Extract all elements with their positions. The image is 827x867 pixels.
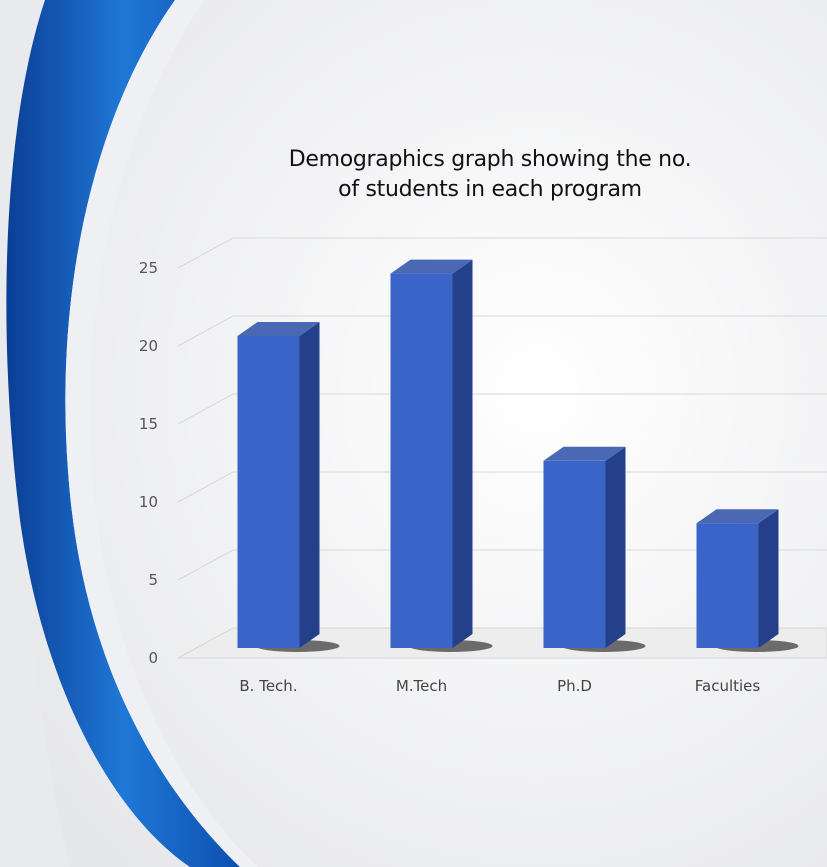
bar-side xyxy=(605,446,626,648)
bar-top xyxy=(696,509,779,524)
y-tick-label: 20 xyxy=(139,337,158,355)
gridline xyxy=(177,315,827,347)
gridline xyxy=(177,627,827,659)
x-category-label: B. Tech. xyxy=(239,677,297,695)
bar xyxy=(390,259,493,652)
gridline xyxy=(177,237,827,269)
chart-title-line-1: Demographics graph showing the no. xyxy=(288,147,692,172)
x-axis: B. Tech. M.Tech Ph.D Faculties xyxy=(239,677,760,695)
bars xyxy=(237,259,799,652)
bar xyxy=(696,509,799,652)
gridline xyxy=(177,393,827,425)
gridlines xyxy=(177,237,827,659)
y-tick-label: 25 xyxy=(139,259,158,277)
bar-top xyxy=(543,446,626,461)
bar-front xyxy=(696,523,759,648)
chart-title: Demographics graph showing the no. of st… xyxy=(240,145,740,205)
bar xyxy=(237,322,340,652)
x-category-label: Ph.D xyxy=(557,677,592,695)
y-tick-label: 15 xyxy=(139,415,158,433)
bar-front xyxy=(390,273,453,648)
bar-top xyxy=(237,322,320,336)
bar-top xyxy=(390,259,473,274)
bar xyxy=(543,446,646,652)
bar-front xyxy=(543,460,606,648)
y-axis: 0 5 10 15 20 25 xyxy=(139,259,158,667)
y-tick-label: 0 xyxy=(148,649,158,667)
chart-title-line-2: of students in each program xyxy=(338,177,642,202)
x-category-label: M.Tech xyxy=(396,677,447,695)
gridline xyxy=(177,471,827,503)
bar-side xyxy=(299,322,320,648)
bar-side xyxy=(452,259,473,648)
x-category-label: Faculties xyxy=(695,677,761,695)
bar-side xyxy=(758,509,779,648)
y-tick-label: 5 xyxy=(148,571,158,589)
bar-front xyxy=(237,336,300,648)
y-tick-label: 10 xyxy=(139,493,158,511)
gridline xyxy=(177,549,827,581)
